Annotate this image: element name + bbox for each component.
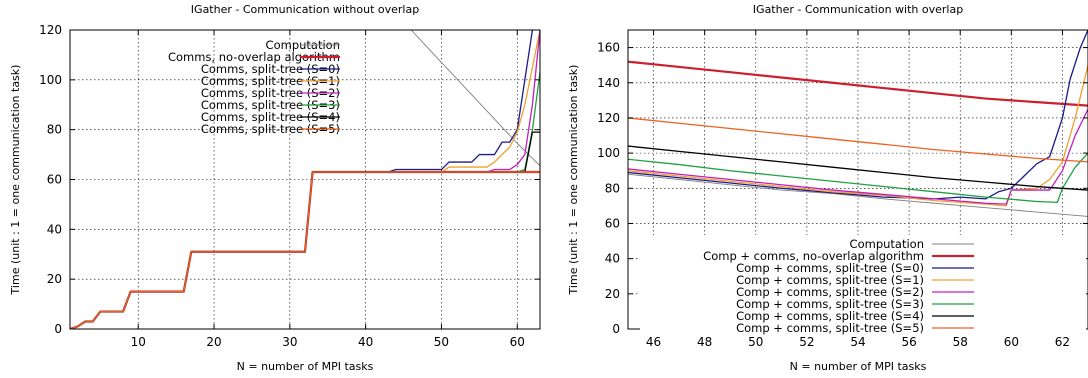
legend-label: Comms, split-tree (S=1) [201, 74, 340, 88]
y-tick-label: 160 [597, 41, 620, 55]
x-tick-label: 52 [799, 335, 814, 349]
series-line [628, 145, 1088, 191]
legend-label: Comms, split-tree (S=2) [201, 86, 340, 100]
legend-background [640, 235, 1086, 337]
y-tick-label: 140 [597, 76, 620, 90]
y-tick-label: 40 [47, 222, 62, 236]
x-tick-label: 58 [953, 335, 968, 349]
x-tick-label: 30 [282, 335, 297, 349]
axes: 46 48 50 52 54 56 58 60 62 0 20 40 60 80 100 120 140 160 [597, 30, 1088, 349]
y-tick-label: 40 [605, 252, 620, 266]
x-tick-label: 50 [434, 335, 449, 349]
chart-2: 46 48 50 52 54 56 58 60 62 0 20 40 60 80 100 120 140 160 I… [567, 3, 1088, 373]
legend-label: Comms, split-tree (S=0) [201, 62, 340, 76]
legend-label: Comms, split-tree (S=5) [201, 122, 340, 136]
x-tick-label: 40 [358, 335, 373, 349]
y-tick-label: 80 [605, 181, 620, 195]
x-tick-label: 56 [901, 335, 916, 349]
y-axis-label: Time (unit : 1 = one communication task) [567, 65, 580, 296]
series-line [628, 30, 1088, 200]
y-tick-label: 120 [597, 111, 620, 125]
x-tick-label: 54 [850, 335, 865, 349]
grid [70, 29, 540, 330]
y-tick-label: 120 [39, 23, 62, 37]
axes: 10 20 30 40 50 60 0 20 40 60 80 100 120 [39, 23, 540, 349]
legend-label: Comp + comms, split-tree (S=0) [736, 261, 924, 275]
y-tick-label: 0 [54, 322, 62, 336]
series-line [628, 117, 1088, 163]
y-tick-label: 80 [47, 123, 62, 137]
y-tick-label: 20 [605, 287, 620, 301]
y-tick-label: 0 [612, 322, 620, 336]
x-tick-label: 48 [697, 335, 712, 349]
y-tick-label: 20 [47, 272, 62, 286]
legend-label: Comp + comms, no-overlap algorithm [703, 249, 924, 263]
x-tick-label: 60 [510, 335, 525, 349]
series-line [628, 60, 1088, 107]
series-group [70, 30, 540, 329]
legend-label: Comms, no-overlap algorithm [168, 50, 340, 64]
x-axis-label: N = number of MPI tasks [237, 360, 374, 373]
legend-label: Comp + comms, split-tree (S=4) [736, 309, 924, 323]
series-line [410, 30, 540, 167]
legend-label: Comp + comms, split-tree (S=1) [736, 273, 924, 287]
y-tick-label: 100 [597, 146, 620, 160]
chart-title: IGather - Communication without overlap [191, 3, 419, 16]
x-tick-label: 20 [206, 335, 221, 349]
legend-label: Comms, split-tree (S=4) [201, 110, 340, 124]
x-tick-label: 46 [646, 335, 661, 349]
x-axis-label: N = number of MPI tasks [790, 360, 927, 373]
series-group [628, 30, 1088, 217]
y-tick-label: 60 [605, 216, 620, 230]
x-tick-label: 62 [1055, 335, 1070, 349]
chart-1: 10 20 30 40 50 60 0 20 40 60 80 100 120 IGather - Com… [9, 3, 541, 373]
legend-label: Computation [850, 237, 924, 251]
chart-title: IGather - Communication with overlap [753, 3, 963, 16]
x-tick-label: 50 [748, 335, 763, 349]
legend-label: Comms, split-tree (S=3) [201, 98, 340, 112]
y-tick-label: 60 [47, 173, 62, 187]
series-line [70, 171, 540, 329]
series-line [628, 173, 1088, 217]
legend-label: Comp + comms, split-tree (S=5) [736, 321, 924, 335]
y-tick-label: 100 [39, 73, 62, 87]
y-axis-label: Time (unit : 1 = one communication task) [9, 65, 22, 296]
legend-label: Comp + comms, split-tree (S=3) [736, 297, 924, 311]
x-tick-label: 60 [1004, 335, 1019, 349]
legend-label: Comp + comms, split-tree (S=2) [736, 285, 924, 299]
series-line [628, 65, 1088, 207]
series-line [628, 108, 1088, 205]
x-tick-label: 10 [131, 335, 146, 349]
